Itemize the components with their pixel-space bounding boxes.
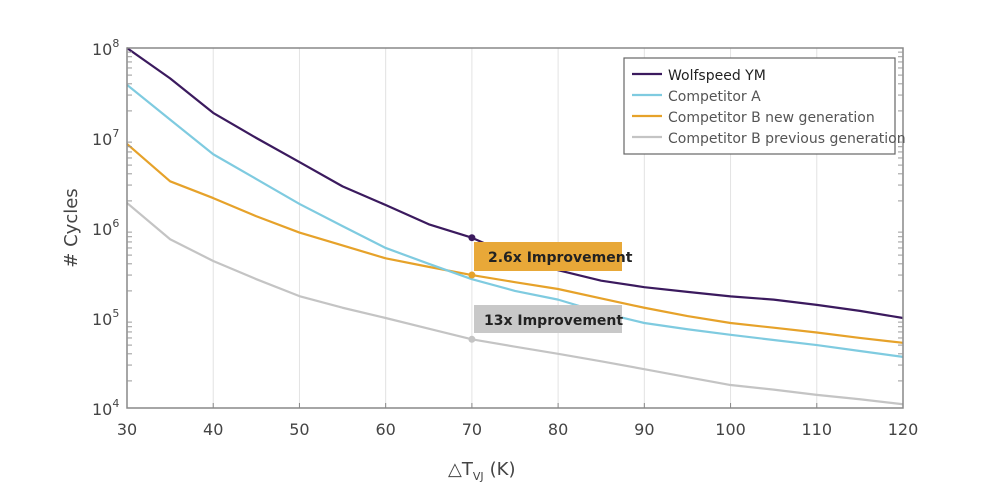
y-ticks: 104 105 106 107 108 xyxy=(92,37,903,419)
y-axis-label: # Cycles xyxy=(61,188,82,267)
x-tick-label: 110 xyxy=(802,420,833,439)
legend: Wolfspeed YM Competitor A Competitor B n… xyxy=(623,57,906,155)
annotation-marker xyxy=(468,271,476,279)
y-tick-label: 104 xyxy=(92,397,119,419)
y-tick-label: 107 xyxy=(92,127,119,149)
annotation-label: 13x Improvement xyxy=(484,313,623,329)
x-tick-label: 100 xyxy=(715,420,746,439)
x-tick-label: 50 xyxy=(289,420,309,439)
x-ticks: 30 40 50 60 70 80 90 100 110 120 xyxy=(117,403,918,439)
y-tick-label: 108 xyxy=(92,37,119,59)
legend-box xyxy=(623,57,896,155)
x-tick-label: 90 xyxy=(634,420,654,439)
legend-label: Competitor B previous generation xyxy=(668,131,906,147)
annotation-marker xyxy=(468,335,476,343)
x-tick-label: 70 xyxy=(462,420,482,439)
y-tick-label: 105 xyxy=(92,307,119,329)
legend-label: Competitor B new generation xyxy=(668,110,875,126)
plot-frame xyxy=(126,47,904,409)
x-axis-label-main: △T xyxy=(448,459,474,480)
y-tick-label: 106 xyxy=(92,217,119,239)
x-tick-label: 80 xyxy=(548,420,568,439)
legend-label: Competitor A xyxy=(668,89,761,105)
series-line-competitor-a xyxy=(126,83,904,358)
annotation-box-orange xyxy=(474,242,622,271)
annotation-marker xyxy=(468,234,476,242)
x-tick-label: 40 xyxy=(203,420,223,439)
x-axis-label-sub: VJ xyxy=(473,470,484,483)
series-line-competitor-b-previous-generation xyxy=(126,202,904,406)
series-line-competitor-b-new-generation xyxy=(126,143,904,344)
annotations: 2.6x Improvement 13x Improvement xyxy=(474,242,633,333)
x-axis-label: △TVJ (K) xyxy=(448,459,515,483)
legend-label: Wolfspeed YM xyxy=(668,68,766,84)
x-tick-label: 30 xyxy=(117,420,137,439)
x-tick-label: 120 xyxy=(888,420,919,439)
annotation-box-gray xyxy=(474,305,622,333)
annotation-markers xyxy=(468,234,476,343)
x-tick-label: 60 xyxy=(375,420,395,439)
x-axis-label-unit: (K) xyxy=(490,459,516,480)
annotation-label: 2.6x Improvement xyxy=(488,250,633,266)
